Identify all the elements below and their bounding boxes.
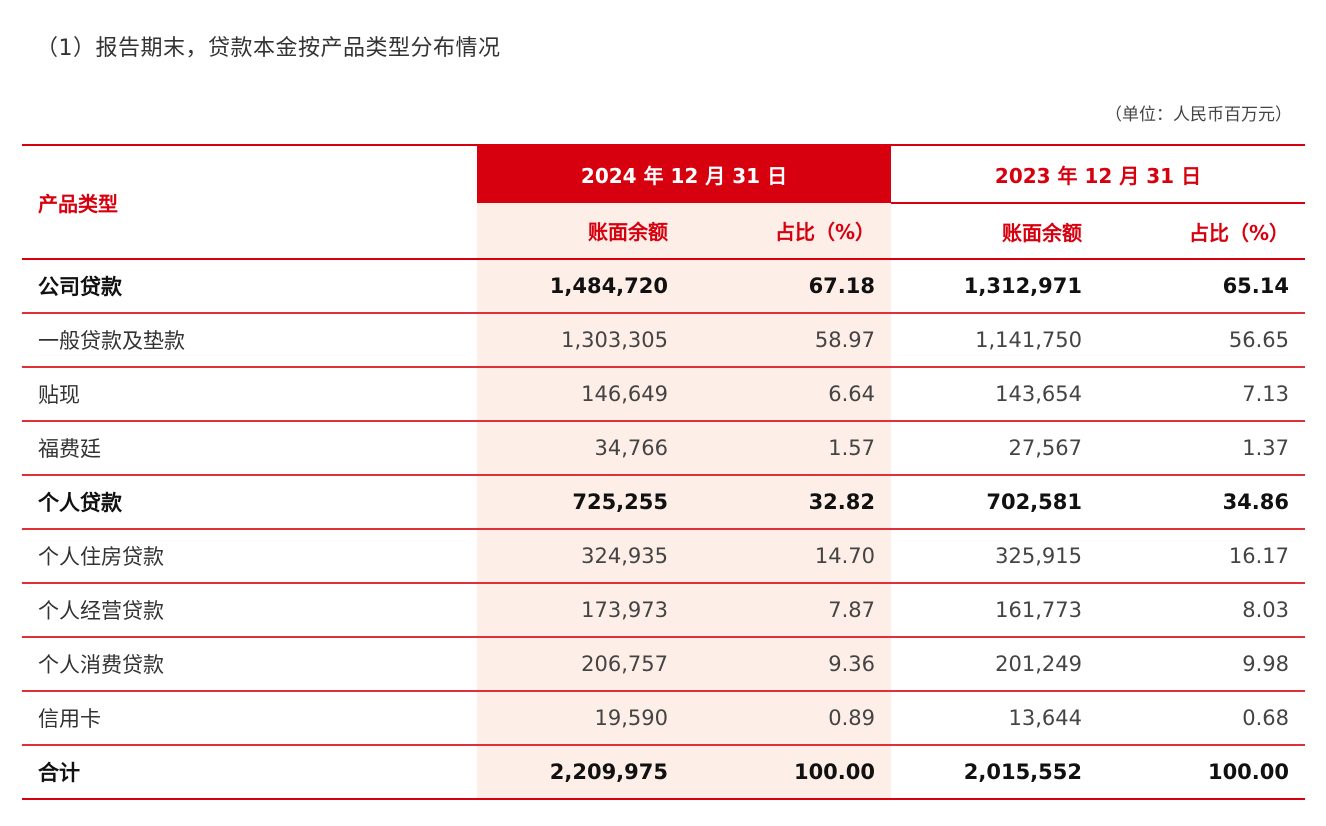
header-amount-2024: 账面余额 xyxy=(477,203,684,260)
cell-amount-2023: 702,581 xyxy=(891,475,1098,530)
header-row-columns: 账面余额 占比（%） 账面余额 占比（%） xyxy=(22,203,1305,260)
cell-ratio-2023: 0.68 xyxy=(1098,691,1305,746)
table-row: 公司贷款 1,484,720 67.18 1,312,971 65.14 xyxy=(22,259,1305,314)
cell-ratio-2024: 58.97 xyxy=(684,313,891,368)
cell-amount-2023: 13,644 xyxy=(891,691,1098,746)
table-row: 个人住房贷款 324,935 14.70 325,915 16.17 xyxy=(22,529,1305,584)
header-row-periods: 产品类型 2024 年 12 月 31 日 2023 年 12 月 31 日 xyxy=(22,144,1305,260)
loan-table-container: 产品类型 2024 年 12 月 31 日 2023 年 12 月 31 日 账… xyxy=(22,144,1305,800)
table-row: 个人消费贷款 206,757 9.36 201,249 9.98 xyxy=(22,637,1305,692)
row-product-name: 福费廷 xyxy=(22,421,477,476)
cell-ratio-2023: 34.86 xyxy=(1098,475,1305,530)
cell-ratio-2024: 1.57 xyxy=(684,421,891,476)
cell-ratio-2023: 1.37 xyxy=(1098,421,1305,476)
unit-note: （单位：人民币百万元） xyxy=(1105,105,1292,125)
table-row: 个人贷款 725,255 32.82 702,581 34.86 xyxy=(22,475,1305,530)
cell-amount-2023: 2,015,552 xyxy=(891,745,1098,800)
cell-ratio-2024: 67.18 xyxy=(684,259,891,314)
section-title: （1）报告期末，贷款本金按产品类型分布情况 xyxy=(36,36,501,61)
cell-amount-2023: 161,773 xyxy=(891,583,1098,638)
header-period-2023: 2023 年 12 月 31 日 xyxy=(891,144,1305,204)
cell-amount-2023: 1,141,750 xyxy=(891,313,1098,368)
header-amount-2023: 账面余额 xyxy=(891,203,1098,260)
cell-amount-2023: 201,249 xyxy=(891,637,1098,692)
row-product-name: 个人经营贷款 xyxy=(22,583,477,638)
cell-amount-2024: 206,757 xyxy=(477,637,684,692)
cell-ratio-2024: 0.89 xyxy=(684,691,891,746)
cell-ratio-2024: 7.87 xyxy=(684,583,891,638)
cell-amount-2023: 325,915 xyxy=(891,529,1098,584)
row-product-name: 个人贷款 xyxy=(22,475,477,530)
cell-amount-2024: 725,255 xyxy=(477,475,684,530)
cell-ratio-2024: 6.64 xyxy=(684,367,891,422)
cell-ratio-2024: 9.36 xyxy=(684,637,891,692)
row-product-name: 个人消费贷款 xyxy=(22,637,477,692)
row-product-name: 贴现 xyxy=(22,367,477,422)
cell-ratio-2023: 100.00 xyxy=(1098,745,1305,800)
cell-ratio-2023: 16.17 xyxy=(1098,529,1305,584)
header-product-type: 产品类型 xyxy=(22,144,477,260)
table-body: 公司贷款 1,484,720 67.18 1,312,971 65.14 一般贷款及垫款 1… xyxy=(22,259,1305,800)
cell-amount-2023: 143,654 xyxy=(891,367,1098,422)
cell-amount-2024: 146,649 xyxy=(477,367,684,422)
header-ratio-2023: 占比（%） xyxy=(1098,203,1305,260)
cell-amount-2024: 324,935 xyxy=(477,529,684,584)
cell-ratio-2023: 8.03 xyxy=(1098,583,1305,638)
table-row: 福费廷 34,766 1.57 27,567 1.37 xyxy=(22,421,1305,476)
table-header: 产品类型 2024 年 12 月 31 日 2023 年 12 月 31 日 账… xyxy=(22,144,1305,260)
table-row: 信用卡 19,590 0.89 13,644 0.68 xyxy=(22,691,1305,746)
table-row: 一般贷款及垫款 1,303,305 58.97 1,141,750 56.65 xyxy=(22,313,1305,368)
table-row: 个人经营贷款 173,973 7.87 161,773 8.03 xyxy=(22,583,1305,638)
cell-ratio-2023: 9.98 xyxy=(1098,637,1305,692)
cell-amount-2024: 173,973 xyxy=(477,583,684,638)
row-product-name: 一般贷款及垫款 xyxy=(22,313,477,368)
cell-ratio-2023: 56.65 xyxy=(1098,313,1305,368)
row-product-name: 个人住房贷款 xyxy=(22,529,477,584)
row-product-name: 合计 xyxy=(22,745,477,800)
cell-amount-2024: 19,590 xyxy=(477,691,684,746)
cell-amount-2024: 1,484,720 xyxy=(477,259,684,314)
cell-ratio-2024: 32.82 xyxy=(684,475,891,530)
loan-distribution-table: 产品类型 2024 年 12 月 31 日 2023 年 12 月 31 日 账… xyxy=(22,144,1305,800)
table-row: 合计 2,209,975 100.00 2,015,552 100.00 xyxy=(22,745,1305,800)
cell-ratio-2023: 65.14 xyxy=(1098,259,1305,314)
header-period-2024: 2024 年 12 月 31 日 xyxy=(477,144,891,203)
cell-amount-2023: 1,312,971 xyxy=(891,259,1098,314)
cell-amount-2024: 34,766 xyxy=(477,421,684,476)
row-product-name: 公司贷款 xyxy=(22,259,477,314)
cell-amount-2024: 2,209,975 xyxy=(477,745,684,800)
cell-ratio-2023: 7.13 xyxy=(1098,367,1305,422)
cell-ratio-2024: 100.00 xyxy=(684,745,891,800)
row-product-name: 信用卡 xyxy=(22,691,477,746)
table-row: 贴现 146,649 6.64 143,654 7.13 xyxy=(22,367,1305,422)
cell-amount-2024: 1,303,305 xyxy=(477,313,684,368)
cell-ratio-2024: 14.70 xyxy=(684,529,891,584)
cell-amount-2023: 27,567 xyxy=(891,421,1098,476)
header-ratio-2024: 占比（%） xyxy=(684,203,891,260)
